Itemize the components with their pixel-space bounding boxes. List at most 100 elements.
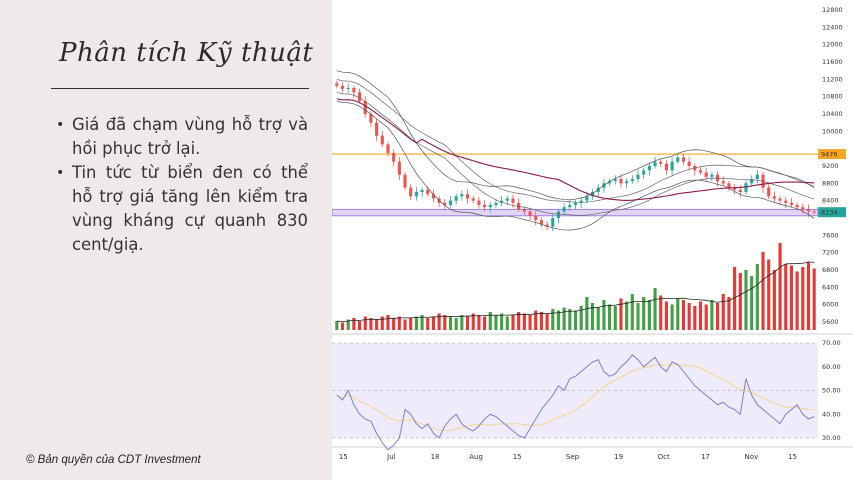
candle-body — [409, 187, 413, 197]
volume-bar — [500, 313, 504, 330]
candle-body — [676, 157, 680, 162]
volume-bar — [375, 319, 379, 330]
volume-bar — [431, 316, 436, 330]
volume-bar — [698, 301, 703, 330]
candle-body — [590, 192, 595, 197]
price-tick-label: 12400 — [822, 23, 843, 31]
candle-body — [375, 122, 379, 136]
bullet-item: Giá đã chạm vùng hỗ trợ và hồi phục trở … — [56, 113, 308, 161]
rsi-tick-label: 30.00 — [822, 434, 841, 442]
candle-body — [772, 196, 776, 199]
rsi-tick-label: 40.00 — [822, 410, 841, 418]
volume-bar — [778, 243, 782, 330]
price-tick-label: 10800 — [822, 93, 843, 101]
candle-body — [608, 181, 612, 184]
volume-bar — [755, 264, 759, 330]
volume-bar — [750, 276, 754, 330]
volume-bar — [676, 298, 680, 330]
last-price-tag — [818, 207, 846, 218]
price-tick-label: 8400 — [822, 197, 839, 205]
volume-bar — [693, 306, 697, 330]
price-tick-label: 11600 — [822, 58, 843, 66]
candle-body — [403, 174, 407, 188]
candle-body — [494, 202, 498, 205]
candle-body — [619, 179, 623, 184]
volume-bar — [596, 307, 600, 330]
price-tick-label: 6000 — [822, 301, 839, 309]
price-tick-label: 7600 — [822, 231, 839, 239]
candle-body — [630, 179, 634, 182]
price-tick-label: 9200 — [822, 162, 839, 170]
last-price-label: 8134 — [821, 209, 838, 217]
candle-body — [744, 183, 748, 192]
candle-body — [784, 200, 788, 203]
volume-bar — [812, 268, 816, 330]
candle-body — [426, 189, 430, 195]
candle-body — [465, 194, 470, 199]
candle-body — [721, 181, 725, 184]
candle-body — [659, 161, 663, 164]
volume-bar — [568, 309, 572, 330]
volume-bar — [358, 321, 362, 330]
candle-body — [806, 209, 811, 212]
candle-body — [471, 198, 475, 201]
volume-bar — [556, 310, 561, 330]
volume-bar — [784, 264, 788, 330]
candle-body — [500, 200, 504, 203]
candle-body — [545, 224, 549, 227]
candle-body — [505, 198, 509, 201]
volume-bar — [403, 319, 407, 330]
candle-body — [460, 194, 464, 197]
candle-body — [681, 157, 686, 162]
candle-body — [386, 144, 390, 153]
candle-body — [528, 211, 532, 216]
volume-bar — [494, 315, 498, 330]
volume-bar — [585, 297, 589, 330]
volume-bar — [772, 270, 776, 330]
x-axis-tick-label: 18 — [431, 453, 440, 461]
candle-body — [573, 202, 578, 205]
volume-bar — [505, 316, 509, 330]
volume-bar — [687, 303, 691, 330]
volume-bar — [727, 297, 731, 330]
volume-bar — [789, 265, 793, 330]
volume-bar — [454, 318, 458, 330]
envelope-lower-line — [336, 100, 815, 231]
candle-body — [369, 114, 373, 123]
price-tick-label: 5600 — [822, 318, 839, 326]
volume-bar — [625, 301, 629, 330]
volume-bar — [579, 306, 583, 330]
candle-body — [352, 88, 356, 93]
x-axis-tick-label: 19 — [614, 453, 623, 461]
volume-bar — [573, 310, 578, 330]
candle-body — [795, 205, 799, 208]
price-tick-label: 7200 — [822, 249, 839, 257]
envelope-mid-line — [336, 78, 815, 203]
volume-bar — [335, 321, 339, 330]
price-tick-label: 6800 — [822, 266, 839, 274]
candle-body — [380, 135, 384, 145]
candle-body — [448, 200, 453, 205]
price-tick-label: 10400 — [822, 110, 843, 118]
candle-body — [778, 198, 782, 201]
volume-bar — [647, 300, 651, 330]
volume-bar — [539, 312, 543, 330]
candle-body — [613, 179, 617, 182]
resistance-price-tag — [818, 149, 846, 160]
price-tick-label: 12800 — [822, 6, 843, 14]
price-tick-label: 11200 — [822, 75, 843, 83]
x-axis-tick-label: 15 — [339, 453, 348, 461]
candle-body — [687, 161, 691, 166]
volume-bar — [733, 267, 737, 330]
candle-body — [522, 209, 526, 212]
copyright-notice: © Bản quyền của CDT Investment — [26, 454, 201, 466]
volume-bar — [801, 267, 805, 330]
volume-bar — [414, 316, 418, 330]
volume-bar — [710, 300, 714, 330]
candle-body — [801, 207, 805, 210]
candle-body — [698, 170, 703, 173]
volume-bar — [619, 298, 623, 330]
candle-body — [397, 161, 401, 175]
rsi-tick-label: 50.00 — [822, 387, 841, 395]
volume-bar — [636, 303, 640, 330]
